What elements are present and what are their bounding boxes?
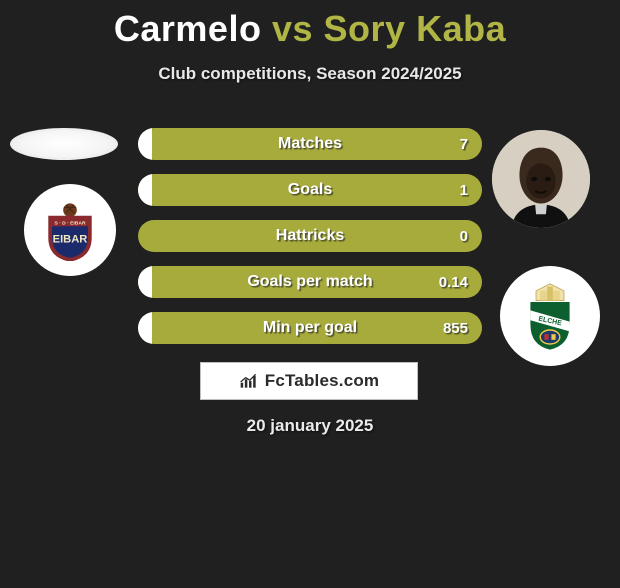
chart-icon: [239, 372, 259, 390]
stat-value-right: 0: [460, 228, 468, 245]
player1-name: Carmelo: [114, 8, 262, 49]
stats-bars: Matches 7 Goals 1 Hattricks 0 Goals per …: [138, 128, 482, 358]
stat-label: Matches: [278, 135, 342, 153]
brand-box[interactable]: FcTables.com: [200, 362, 418, 400]
player2-name: Sory Kaba: [324, 8, 507, 49]
stat-value-right: 0.14: [439, 274, 468, 291]
player1-avatar-placeholder: [10, 128, 118, 160]
stat-fill-left: [138, 128, 152, 160]
player2-avatar: [492, 130, 590, 228]
vs-text: vs: [272, 8, 313, 49]
stat-fill-left: [138, 266, 152, 298]
player1-club-crest: S · D · EIBAR EIBAR: [24, 184, 116, 276]
stat-row-hattricks: Hattricks 0: [138, 220, 482, 252]
stat-value-right: 1: [460, 182, 468, 199]
stat-label: Min per goal: [263, 319, 357, 337]
comparison-date: 20 january 2025: [0, 416, 620, 436]
brand-text: FcTables.com: [265, 371, 380, 391]
player2-club-crest: ELCHE: [500, 266, 600, 366]
stat-fill-left: [138, 174, 152, 206]
comparison-title: Carmelo vs Sory Kaba: [0, 8, 620, 50]
stat-label: Goals: [288, 181, 332, 199]
stat-row-goals: Goals 1: [138, 174, 482, 206]
stat-value-right: 855: [443, 320, 468, 337]
svg-text:S · D · EIBAR: S · D · EIBAR: [54, 220, 86, 226]
stat-fill-left: [138, 312, 152, 344]
svg-text:EIBAR: EIBAR: [53, 233, 88, 245]
subtitle: Club competitions, Season 2024/2025: [0, 64, 620, 84]
stat-row-min-per-goal: Min per goal 855: [138, 312, 482, 344]
stat-row-goals-per-match: Goals per match 0.14: [138, 266, 482, 298]
stat-label: Hattricks: [276, 227, 344, 245]
stat-row-matches: Matches 7: [138, 128, 482, 160]
stat-label: Goals per match: [247, 273, 372, 291]
stat-value-right: 7: [460, 136, 468, 153]
